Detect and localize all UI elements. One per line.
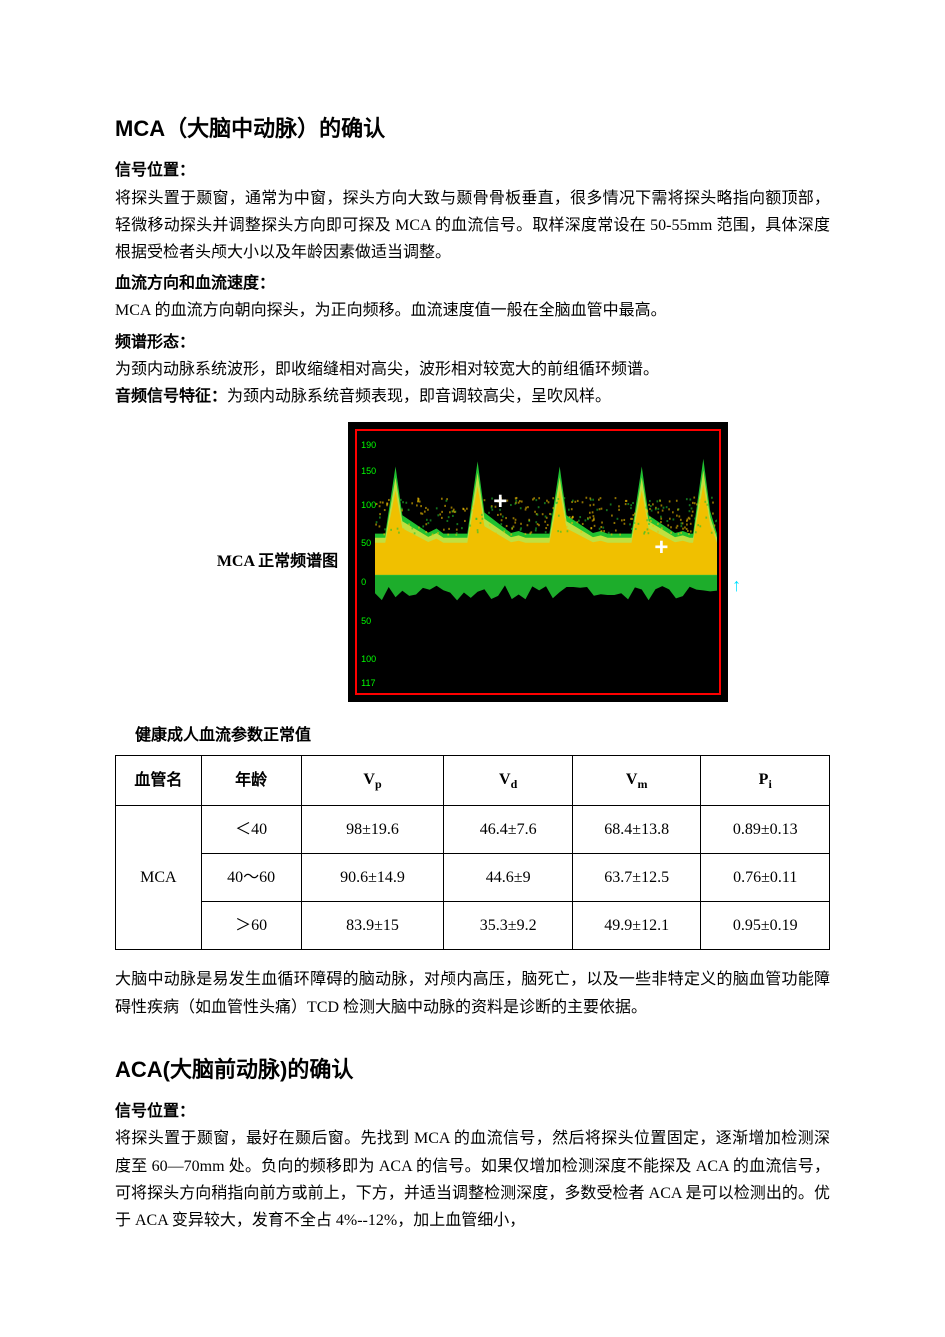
table-cell: ＞60	[201, 902, 301, 950]
table-cell: 90.6±14.9	[301, 854, 444, 902]
mca-table-title: 健康成人血流参数正常值	[135, 722, 830, 749]
mca-section-signal: 信号位置： 将探头置于颞窗，通常为中窗，探头方向大致与颞骨骨板垂直，很多情况下需…	[115, 157, 830, 266]
mca-section-spectrum-shape: 频谱形态： 为颈内动脉系统波形，即收缩缝相对高尖，波形相对较宽大的前组循环频谱。	[115, 329, 830, 383]
table-cell: 98±19.6	[301, 805, 444, 853]
mca-heading-audio: 音频信号特征：	[115, 388, 227, 405]
table-header: Vp	[301, 756, 444, 806]
table-cell: 0.76±0.11	[701, 854, 830, 902]
mca-spectrum-border: 190 150 100 50 0 50 100 117 + +	[355, 429, 721, 695]
mca-title: MCA（大脑中动脉）的确认	[115, 110, 830, 147]
table-cell: 40～60	[201, 854, 301, 902]
table-row: 40～6090.6±14.944.6±963.7±12.50.76±0.11	[116, 854, 830, 902]
table-cell: 68.4±13.8	[572, 805, 701, 853]
table-cell: 49.9±12.1	[572, 902, 701, 950]
axis-tick-label: 50	[361, 536, 371, 551]
table-header: 血管名	[116, 756, 202, 806]
axis-tick-label: 150	[361, 464, 376, 479]
mca-heading-flow: 血流方向和血流速度：	[115, 270, 830, 297]
mca-footnote: 大脑中动脉是易发生血循环障碍的脑动脉，对颅内高压，脑死亡，以及一些非特定义的脑血…	[115, 966, 830, 1020]
table-header: Vm	[572, 756, 701, 806]
aca-title: ACA(大脑前动脉)的确认	[115, 1051, 830, 1088]
axis-tick-label: 117	[361, 676, 375, 691]
table-cell: 83.9±15	[301, 902, 444, 950]
mca-section-flow: 血流方向和血流速度： MCA 的血流方向朝向探头，为正向频移。血流速度值一般在全…	[115, 270, 830, 324]
axis-tick-label: 0	[361, 575, 366, 590]
cursor-cross-icon: +	[493, 490, 507, 514]
mca-body-signal: 将探头置于颞窗，通常为中窗，探头方向大致与颞骨骨板垂直，很多情况下需将探头略指向…	[115, 185, 830, 267]
table-cell: 0.95±0.19	[701, 902, 830, 950]
mca-figure-row: MCA 正常频谱图 190 150 100 50 0 50 100 117 + + ↑	[115, 422, 830, 702]
axis-tick-label: 100	[361, 652, 376, 667]
mca-spectrum-canvas: 190 150 100 50 0 50 100 117 + +	[359, 433, 717, 691]
mca-data-table: 血管名年龄VpVdVmPiMCA＜4098±19.646.4±7.668.4±1…	[115, 755, 830, 950]
mca-heading-signal: 信号位置：	[115, 157, 830, 184]
mca-heading-spectrum-shape: 频谱形态：	[115, 329, 830, 356]
axis-tick-label: 100	[361, 498, 376, 513]
axis-tick-label: 190	[361, 438, 376, 453]
table-header: Pi	[701, 756, 830, 806]
vessel-name-cell: MCA	[116, 805, 202, 950]
table-cell: ＜40	[201, 805, 301, 853]
axis-tick-label: 50	[361, 614, 371, 629]
mca-body-flow: MCA 的血流方向朝向探头，为正向频移。血流速度值一般在全脑血管中最高。	[115, 297, 830, 324]
mca-body-audio: 为颈内动脉系统音频表现，即音调较高尖，呈吹风样。	[227, 388, 611, 405]
table-header: Vd	[444, 756, 573, 806]
table-cell: 63.7±12.5	[572, 854, 701, 902]
mca-spectrum-chart: 19015010050050100117++ ↑	[348, 422, 728, 702]
table-cell: 0.89±0.13	[701, 805, 830, 853]
aca-section-signal: 信号位置： 将探头置于颞窗，最好在颞后窗。先找到 MCA 的血流信号，然后将探头…	[115, 1098, 830, 1234]
mca-figure-caption: MCA 正常频谱图	[217, 548, 338, 575]
table-cell: 35.3±9.2	[444, 902, 573, 950]
table-row: ＞6083.9±1535.3±9.249.9±12.10.95±0.19	[116, 902, 830, 950]
aca-body-signal: 将探头置于颞窗，最好在颞后窗。先找到 MCA 的血流信号，然后将探头位置固定，逐…	[115, 1125, 830, 1234]
table-cell: 46.4±7.6	[444, 805, 573, 853]
aca-heading-signal: 信号位置：	[115, 1098, 830, 1125]
mca-body-spectrum-shape: 为颈内动脉系统波形，即收缩缝相对高尖，波形相对较宽大的前组循环频谱。	[115, 356, 830, 383]
mca-section-audio: 音频信号特征：为颈内动脉系统音频表现，即音调较高尖，呈吹风样。	[115, 383, 830, 410]
table-header: 年龄	[201, 756, 301, 806]
baseline-arrow-icon: ↑	[732, 570, 741, 601]
table-cell: 44.6±9	[444, 854, 573, 902]
table-row: MCA＜4098±19.646.4±7.668.4±13.80.89±0.13	[116, 805, 830, 853]
cursor-cross-icon: +	[654, 536, 668, 560]
